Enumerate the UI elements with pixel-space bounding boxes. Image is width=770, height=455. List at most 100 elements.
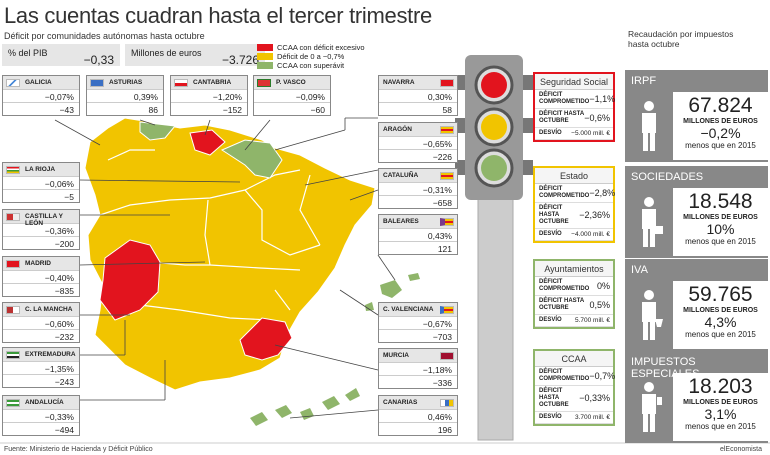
- flag-icon: [6, 306, 20, 314]
- region-pct: −0,67%: [379, 316, 457, 329]
- region-box-clm: C. LA MANCHA −0,60% −232: [2, 302, 80, 343]
- map-cantabria: [189, 129, 226, 156]
- flag-icon: [440, 79, 454, 87]
- flag-icon: [257, 79, 271, 87]
- region-eur: −243: [3, 374, 79, 387]
- region-pct: −0,60%: [3, 316, 79, 329]
- traffic-light: [455, 55, 533, 441]
- region-pct: 0,46%: [379, 409, 457, 422]
- map-pvasco-navarra: [220, 139, 283, 179]
- region-box-cataluna: CATALUÑA −0,31% −658: [378, 168, 458, 209]
- region-eur: 86: [87, 102, 163, 115]
- region-eur: −658: [379, 195, 457, 208]
- page-subtitle: Déficit por comunidades autónomas hasta …: [4, 31, 205, 41]
- tax-irpf: IRPF 67.824 MILLONES DE EUROS −0,2% meno…: [625, 70, 768, 162]
- region-box-madrid: MADRID −0,40% −835: [2, 256, 80, 297]
- flag-icon: [440, 218, 454, 226]
- legend-item-excesivo: CCAA con déficit excesivo: [257, 43, 365, 52]
- businessman-icon: [642, 197, 663, 247]
- region-box-cvalenciana: C. VALENCIANA −0,67% −703: [378, 302, 458, 343]
- flag-icon: [174, 79, 188, 87]
- region-eur: −200: [3, 236, 79, 249]
- region-pct: −1,18%: [379, 362, 457, 375]
- region-box-pvasco: P. VASCO −0,09% −60: [253, 75, 331, 116]
- map-baleares-menorca: [408, 273, 420, 281]
- indicator-ayuntamientos: Ayuntamientos DÉFICIT COMPROMETIDO 0% DÉF…: [533, 259, 615, 329]
- map-asturias: [139, 121, 176, 141]
- region-pct: −0,31%: [379, 182, 457, 195]
- credit: elEconomista: [719, 446, 762, 453]
- region-box-aragon: ARAGÓN −0,65% −226: [378, 122, 458, 163]
- region-box-navarra: NAVARRA 0,30% 58: [378, 75, 458, 116]
- shopper-icon: [642, 290, 663, 340]
- region-pct: −0,65%: [379, 136, 457, 149]
- eur-label: Millones de euros: [131, 48, 202, 58]
- flag-icon: [6, 213, 20, 221]
- region-eur: −226: [379, 149, 457, 162]
- region-pct: −0,33%: [3, 409, 79, 422]
- region-box-extremadura: EXTREMADURA −1,35% −243: [2, 347, 80, 388]
- region-box-cantabria: CANTABRIA −1,20% −152: [170, 75, 248, 116]
- pct-pib-box: % del PIB −0,33: [2, 44, 120, 67]
- page-title: Las cuentas cuadran hasta el tercer trim…: [4, 3, 432, 28]
- flag-icon: [440, 306, 454, 314]
- region-pct: −0,09%: [254, 89, 330, 102]
- flag-icon: [440, 172, 454, 180]
- map-baleares-ibiza: [365, 302, 374, 311]
- eur-value: −3.726: [221, 53, 259, 67]
- legend: CCAA con déficit excesivo Déficit de 0 a…: [257, 43, 365, 70]
- region-pct: 0,43%: [379, 228, 457, 241]
- region-eur: 196: [379, 422, 457, 435]
- region-eur: 58: [379, 102, 457, 115]
- flag-icon: [440, 352, 454, 360]
- flag-icon: [440, 399, 454, 407]
- flag-icon: [440, 126, 454, 134]
- legend-item-deficit: Déficit de 0 a −0,7%: [257, 52, 365, 61]
- region-eur: −5: [3, 189, 79, 202]
- region-eur: −494: [3, 422, 79, 435]
- region-box-baleares: BALEARES 0,43% 121: [378, 214, 458, 255]
- region-pct: 0,39%: [87, 89, 163, 102]
- region-box-canarias: CANARIAS 0,46% 196: [378, 395, 458, 436]
- region-box-larioja: LA RIOJA −0,06% −5: [2, 162, 80, 203]
- region-eur: −232: [3, 329, 79, 342]
- region-eur: −835: [3, 283, 79, 296]
- flag-icon: [6, 166, 20, 174]
- map-baleares-mallorca: [380, 280, 402, 298]
- tax-especiales: IMPUESTOS ESPECIALES 18.203 MILLONES DE …: [625, 351, 768, 443]
- tax-iva: IVA 59.765 MILLONES DE EUROS 4,3% menos …: [625, 259, 768, 351]
- region-eur: −43: [3, 102, 79, 115]
- flag-icon: [90, 79, 104, 87]
- legend-item-superavit: CCAA con superávit: [257, 61, 365, 70]
- tax-amount: 67.824: [688, 94, 753, 117]
- tax-name: IRPF: [625, 70, 768, 92]
- person-icon: [642, 101, 656, 151]
- region-eur: 121: [379, 241, 457, 254]
- map-peninsula: [84, 117, 376, 391]
- eur-box: Millones de euros −3.726: [125, 44, 265, 67]
- flag-icon: [6, 79, 20, 87]
- region-pct: −0,36%: [3, 223, 79, 236]
- region-eur: −60: [254, 102, 330, 115]
- indicator-estado: Estado DÉFICIT COMPROMETIDO −2,8% DÉFICIT…: [533, 166, 615, 243]
- region-pct: 0,30%: [379, 89, 457, 102]
- flag-icon: [6, 260, 20, 268]
- region-box-galicia: GALICIA −0,07% −43: [2, 75, 80, 116]
- region-pct: −0,06%: [3, 176, 79, 189]
- map-murcia: [239, 317, 293, 361]
- legend-swatch-green: [257, 62, 273, 69]
- indicator-title: Seguridad Social: [535, 74, 613, 90]
- tax-sociedades: SOCIEDADES 18.548 MILLONES DE EUROS 10% …: [625, 166, 768, 258]
- drinker-icon: [642, 382, 662, 432]
- region-eur: −703: [379, 329, 457, 342]
- map-extremadura: [99, 239, 161, 321]
- legend-swatch-yellow: [257, 53, 273, 60]
- flag-icon: [6, 351, 20, 359]
- pct-pib-label: % del PIB: [8, 48, 48, 58]
- region-box-cyl: CASTILLA Y LEÓN −0,36% −200: [2, 209, 80, 250]
- pct-pib-value: −0,33: [83, 53, 114, 67]
- map-canarias: [250, 388, 360, 426]
- recaudacion-title: Recaudación por impuestos hasta octubre: [628, 29, 734, 49]
- legend-swatch-red: [257, 44, 273, 51]
